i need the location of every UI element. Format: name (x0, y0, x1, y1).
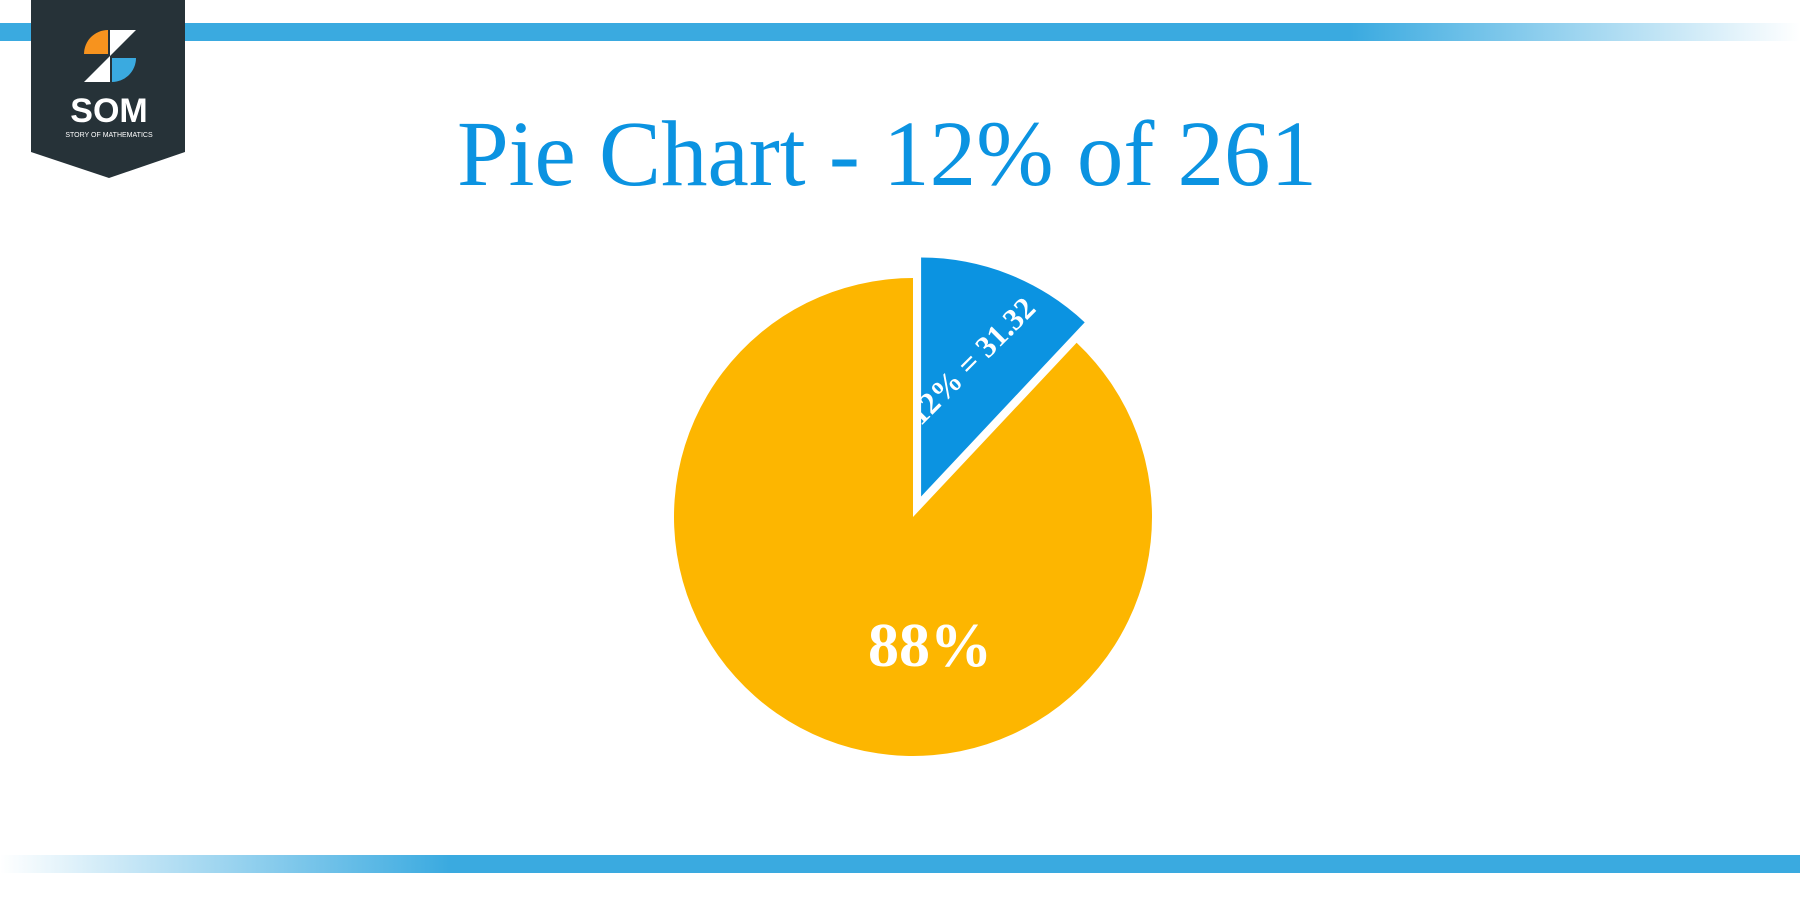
logo-name: SOM (70, 92, 147, 130)
logo-tagline: STORY OF MATHEMATICS (65, 132, 153, 139)
logo-icon (112, 58, 136, 82)
logo-icon (84, 30, 108, 54)
logo-icon (110, 30, 136, 56)
top-bar (0, 23, 1800, 41)
logo: SOM STORY OF MATHEMATICS (31, 0, 185, 178)
pie-slice (674, 278, 1152, 756)
bottom-bar (0, 855, 1800, 873)
chart-title: Pie Chart - 12% of 261 (457, 103, 1317, 206)
logo-badge (31, 0, 185, 178)
slice-label: 88% (868, 612, 992, 680)
pie-slice (921, 257, 1085, 497)
logo-icon (84, 56, 110, 82)
